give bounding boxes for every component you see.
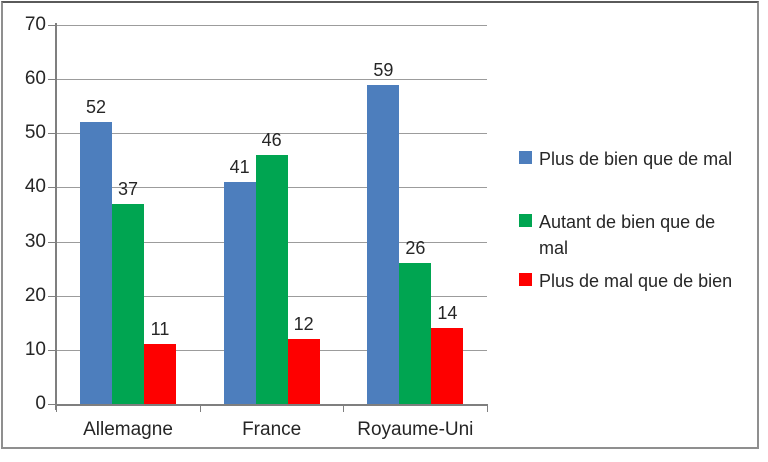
y-axis-line xyxy=(55,23,57,410)
bar-value-label: 12 xyxy=(293,314,314,335)
legend-label: Plus de mal que de bien xyxy=(539,268,732,294)
bar-France-series1 xyxy=(223,182,256,404)
bar-Royaume-Uni-series1 xyxy=(367,84,400,404)
bar-France-series2 xyxy=(255,154,288,404)
bar-value-label: 26 xyxy=(405,238,426,259)
y-tick-40 xyxy=(48,187,56,189)
y-tick-10 xyxy=(48,349,56,351)
gridline-50 xyxy=(56,133,487,135)
bar-Royaume-Uni-series2 xyxy=(399,263,432,404)
legend-swatch-icon xyxy=(519,273,532,286)
x-category-label: Allemagne xyxy=(83,419,173,440)
bar-Royaume-Uni-series3 xyxy=(431,328,464,404)
gridline-60 xyxy=(56,79,487,81)
legend-label: Autant de bien que de mal xyxy=(539,209,715,261)
y-tick-label: 20 xyxy=(24,284,46,306)
bar-value-label: 14 xyxy=(437,303,458,324)
y-tick-label: 10 xyxy=(24,338,46,360)
y-tick-30 xyxy=(48,241,56,243)
bar-value-label: 52 xyxy=(85,97,107,118)
y-tick-label: 40 xyxy=(24,176,46,198)
legend-item-3: Plus de mal que de bien xyxy=(519,268,732,294)
y-tick-0 xyxy=(48,404,56,405)
y-tick-label: 70 xyxy=(24,14,46,35)
y-tick-label: 30 xyxy=(24,230,46,252)
bar-value-label: 11 xyxy=(150,319,170,340)
legend-item-2: Autant de bien que de mal xyxy=(519,209,715,261)
bar-value-label: 46 xyxy=(261,129,282,150)
legend-label-line: mal xyxy=(539,238,569,258)
y-tick-50 xyxy=(48,133,56,135)
gridline-70 xyxy=(56,25,487,26)
bar-France-series3 xyxy=(287,339,320,404)
bar-Allemagne-series1 xyxy=(80,122,112,404)
y-tick-70 xyxy=(48,25,56,26)
x-tick xyxy=(487,406,488,412)
x-tick xyxy=(199,406,201,412)
x-tick xyxy=(343,406,345,412)
y-tick-label: 50 xyxy=(24,122,46,144)
y-tick-label: 0 xyxy=(35,393,46,414)
legend-label-line: Plus de mal que de bien xyxy=(539,271,733,291)
legend-swatch-icon xyxy=(519,151,532,164)
x-category-label: Royaume-Uni xyxy=(357,419,474,440)
legend-label-line: Autant de bien que de xyxy=(539,212,716,232)
legend-swatch-icon xyxy=(519,214,532,227)
bar-value-label: 59 xyxy=(373,59,394,80)
legend-label: Plus de bien que de mal xyxy=(539,146,732,172)
bar-value-label: 37 xyxy=(117,178,139,199)
x-tick xyxy=(56,406,57,412)
y-tick-60 xyxy=(48,79,56,81)
y-tick-label: 60 xyxy=(24,68,46,90)
bar-value-label: 41 xyxy=(229,157,250,177)
x-category-label: France xyxy=(242,419,302,440)
bar-Allemagne-series2 xyxy=(112,203,144,404)
x-axis-line xyxy=(55,404,488,406)
legend-label-line: Plus de bien que de mal xyxy=(539,149,733,169)
legend-item-1: Plus de bien que de mal xyxy=(519,146,732,172)
bar-Allemagne-series3 xyxy=(144,344,176,404)
y-tick-20 xyxy=(48,295,56,297)
